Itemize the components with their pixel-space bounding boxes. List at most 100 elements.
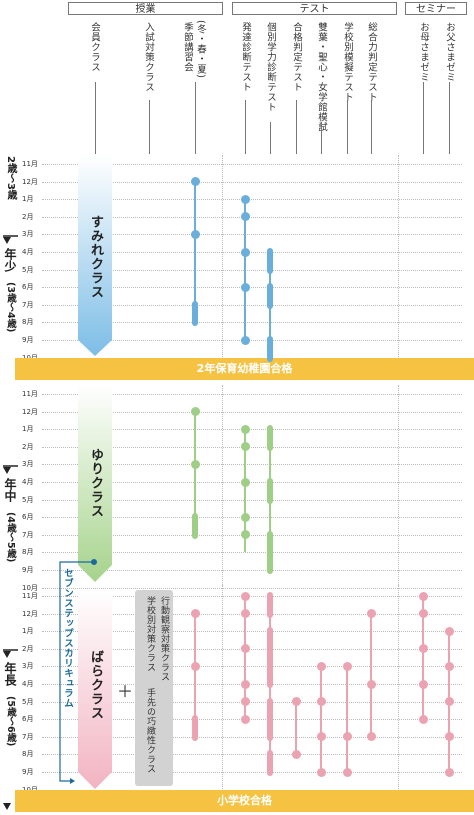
timeline-dot <box>240 530 250 540</box>
grid-row-line <box>42 182 462 183</box>
grid-row-line <box>42 614 462 615</box>
sumire-arrow <box>78 155 112 356</box>
grid-row-line <box>42 164 462 165</box>
grid-row-line <box>42 464 462 465</box>
timeline-dot <box>240 477 250 487</box>
grid-row-line <box>42 684 462 685</box>
timeline-dot <box>444 626 454 636</box>
timeline-dot <box>316 661 326 671</box>
month-label: 4月 <box>22 478 34 486</box>
separator <box>398 155 399 365</box>
month-label: 12月 <box>22 178 38 186</box>
timeline-pill <box>267 750 273 776</box>
tick <box>245 100 246 154</box>
header-tests: テスト <box>232 2 397 15</box>
tick <box>270 122 271 154</box>
age-g3-years: (4歳〜5歳) <box>5 512 16 563</box>
month-label: 8月 <box>22 548 34 556</box>
timeline-dot <box>240 679 250 689</box>
timeline-pill <box>267 248 273 274</box>
month-label: 5月 <box>22 698 34 706</box>
timeline-line <box>422 596 424 720</box>
grid-row-line <box>42 517 462 518</box>
month-label: 4月 <box>22 248 34 256</box>
timeline-dot <box>418 714 428 724</box>
col-dev-test: 発達診断テスト <box>240 22 251 92</box>
separator <box>398 585 399 789</box>
tick <box>149 100 150 154</box>
grid-row-line <box>42 482 462 483</box>
timeline-dot <box>342 767 352 777</box>
sumire-class-label: すみれクラス <box>88 215 103 299</box>
grid-row-line <box>42 719 462 720</box>
grid-row-line <box>42 772 462 773</box>
timeline-dot <box>316 732 326 742</box>
timeline-dot <box>240 335 250 345</box>
timeline-line <box>320 666 322 772</box>
timeline-dot <box>444 661 454 671</box>
grid-row-line <box>42 252 462 253</box>
yuri-class-label: ゆりクラス <box>88 448 103 518</box>
col-pass-test: 合格判定テスト <box>291 22 302 92</box>
month-label: 11月 <box>22 160 38 168</box>
timeline-dot <box>240 282 250 292</box>
grid-row-line <box>42 270 462 271</box>
timeline-dot <box>342 732 352 742</box>
timeline-dot <box>240 424 250 434</box>
timeline-dot <box>240 644 250 654</box>
month-label: 12月 <box>22 408 38 416</box>
month-label: 7月 <box>22 301 34 309</box>
timeline-dot <box>240 247 250 257</box>
month-label: 3月 <box>22 662 34 670</box>
timeline-dot <box>240 512 250 522</box>
month-label: 8月 <box>22 318 34 326</box>
grid-row-line <box>42 394 462 395</box>
timeline-line <box>194 181 196 323</box>
month-label: 7月 <box>22 733 34 741</box>
timeline-dot <box>418 609 428 619</box>
timeline-line <box>295 701 297 755</box>
plus-sign: ＋ <box>117 682 134 701</box>
grid-row-line <box>42 322 462 323</box>
header-seminars: セミナー <box>405 2 467 15</box>
month-label: 9月 <box>22 768 34 776</box>
exam-class-box <box>135 590 173 786</box>
exam-class-c1: 行動観察対策クラス <box>159 596 169 682</box>
tick <box>347 100 348 154</box>
col-seasonal-paren: (冬・春・夏) <box>195 20 206 79</box>
timeline-dot <box>190 177 200 187</box>
month-label: 1月 <box>22 425 34 433</box>
grid-row-line <box>42 199 462 200</box>
tick <box>321 122 322 154</box>
month-label: 3月 <box>22 460 34 468</box>
month-label: 4月 <box>22 680 34 688</box>
month-label: 2月 <box>22 213 34 221</box>
grid-row-line <box>42 429 462 430</box>
tick <box>371 100 372 154</box>
col-exam-prep-class: 入試対策クラス <box>143 22 154 92</box>
age-g1-years: 2歳〜3歳 <box>5 156 16 200</box>
grid-row-line <box>42 305 462 306</box>
grid-row-line <box>42 754 462 755</box>
timeline-dot <box>240 442 250 452</box>
timeline-pill <box>267 425 273 451</box>
month-label: 11月 <box>22 592 38 600</box>
age-g4-years: (5歳〜6歳) <box>5 696 16 747</box>
grid-row-line <box>42 666 462 667</box>
grid-row-line <box>42 412 462 413</box>
grid-row-line <box>42 447 462 448</box>
month-label: 5月 <box>22 266 34 274</box>
seven-steps-label: セブンステップスカリキュラム <box>62 568 73 708</box>
month-label: 11月 <box>22 390 38 398</box>
tick <box>195 82 196 154</box>
month-label: 2月 <box>22 443 34 451</box>
col-mother-seminar: お母さまゼミ <box>418 22 429 82</box>
timeline-dot <box>190 229 200 239</box>
timeline-dot <box>240 591 250 601</box>
month-label: 1月 <box>22 195 34 203</box>
tick <box>296 100 297 154</box>
month-label: 8月 <box>22 750 34 758</box>
age-g2-grade: 年少 <box>3 248 17 272</box>
separator <box>222 385 223 585</box>
